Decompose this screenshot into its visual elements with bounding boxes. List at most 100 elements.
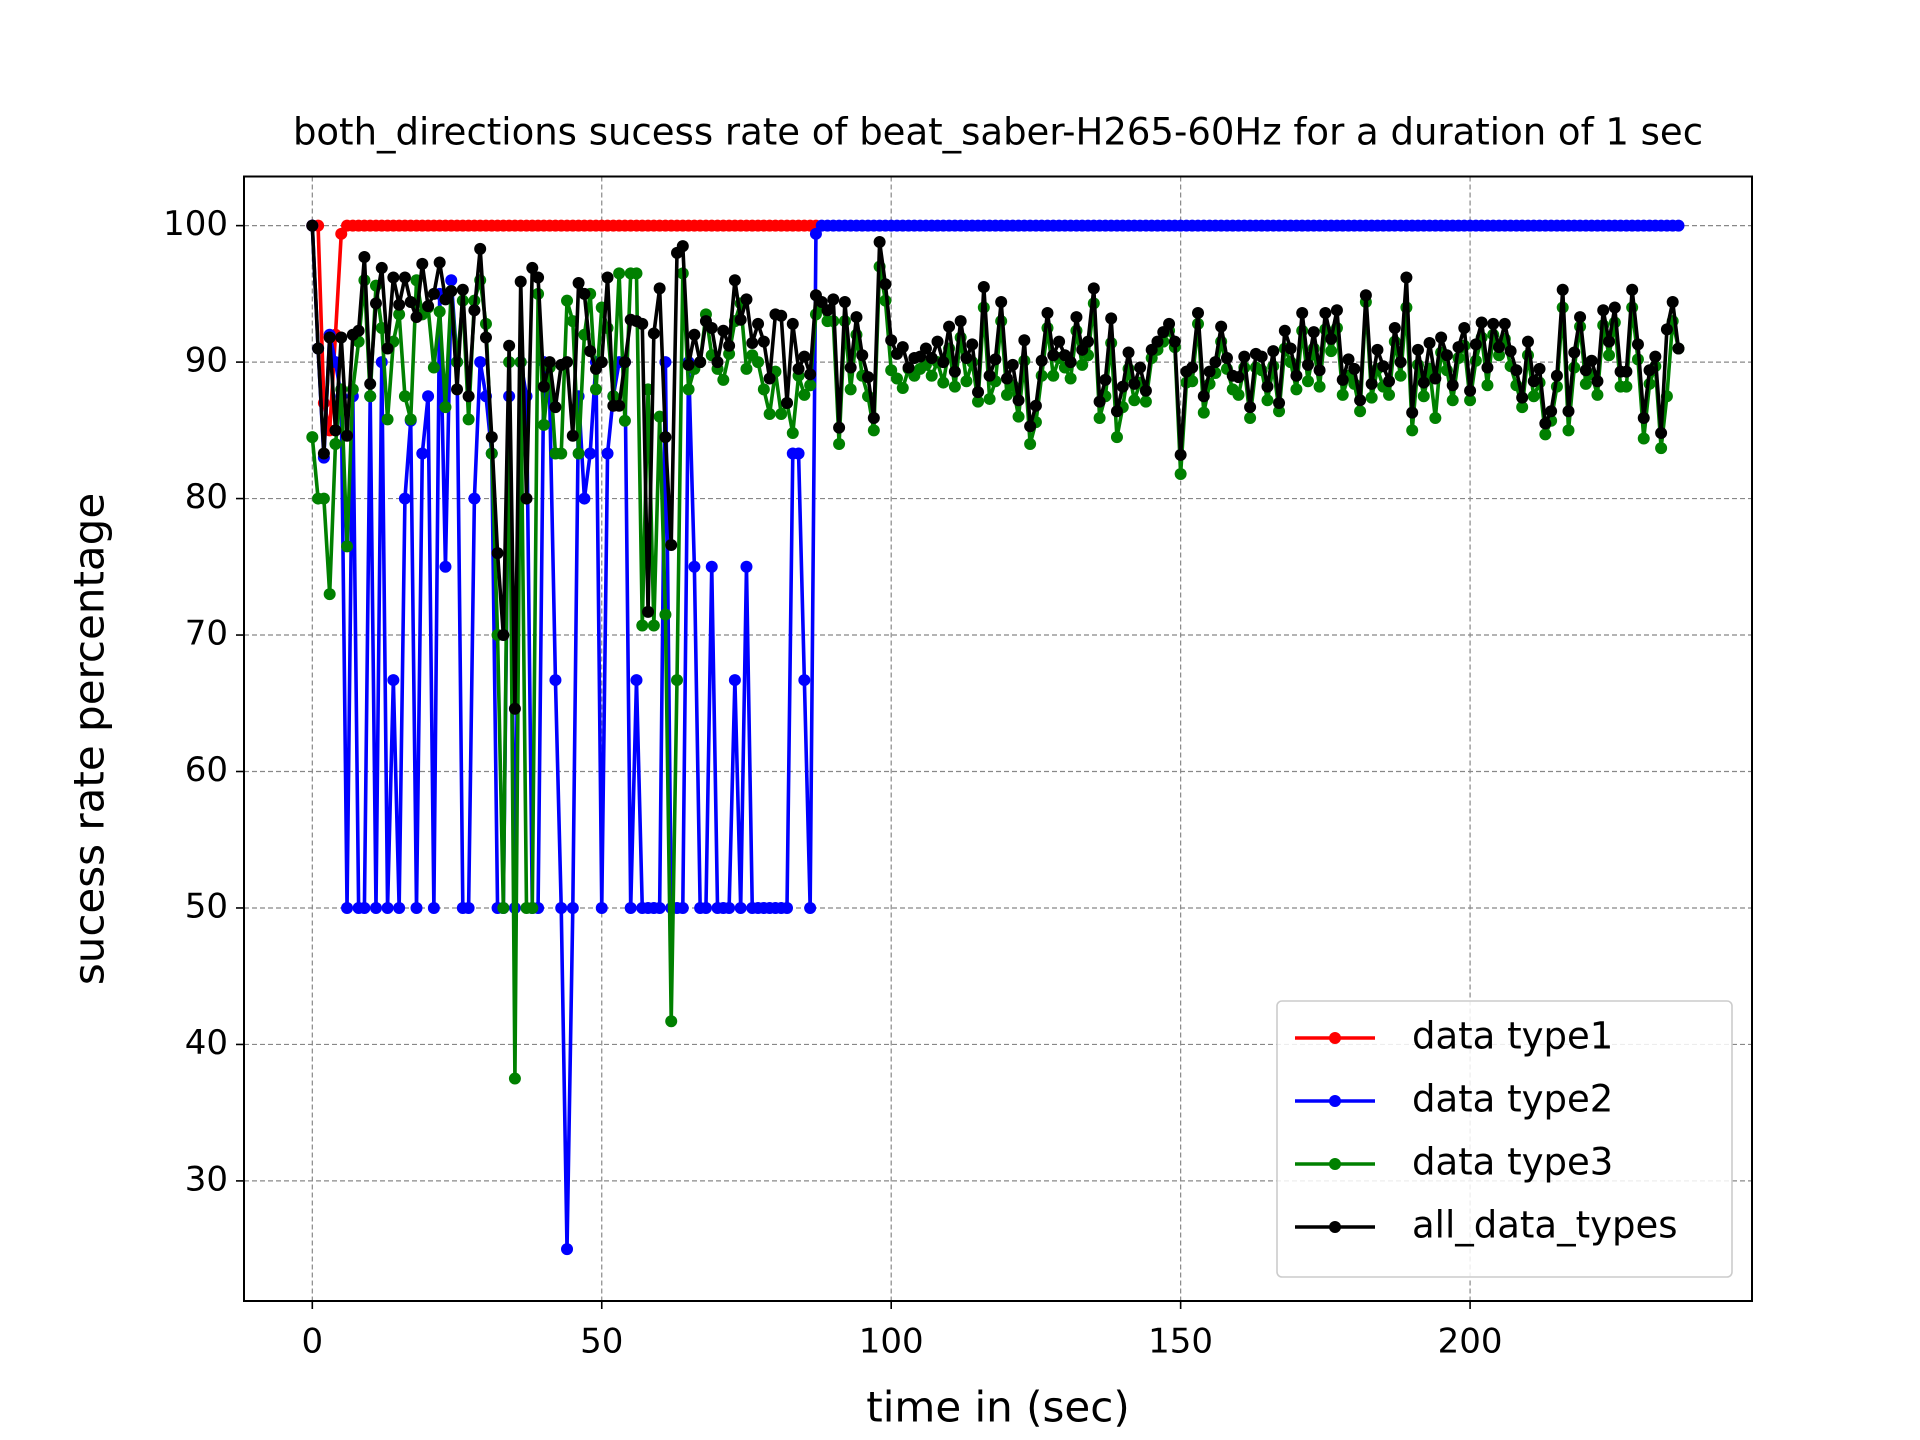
- data-point: [1672, 219, 1685, 232]
- data-point: [312, 342, 325, 355]
- data-point: [1116, 380, 1129, 393]
- data-point: [468, 492, 481, 505]
- data-point: [1151, 335, 1164, 348]
- data-point: [381, 413, 394, 426]
- data-point: [410, 901, 423, 914]
- data-point: [954, 315, 967, 328]
- data-point: [1301, 375, 1314, 388]
- data-point: [717, 373, 730, 386]
- x-tick-label: 50: [580, 1322, 623, 1362]
- data-point: [728, 674, 741, 687]
- data-point: [306, 431, 319, 444]
- y-tick-label: 30: [185, 1159, 228, 1199]
- data-point: [723, 339, 736, 352]
- data-point: [1533, 362, 1546, 375]
- data-point: [671, 674, 684, 687]
- data-point: [740, 362, 753, 375]
- data-point: [1620, 365, 1633, 378]
- data-point: [763, 407, 776, 420]
- data-point: [1626, 283, 1639, 296]
- data-point: [329, 437, 342, 450]
- data-point: [1336, 388, 1349, 401]
- data-point: [433, 256, 446, 269]
- data-point: [341, 901, 354, 914]
- data-point: [636, 619, 649, 632]
- data-point: [1029, 399, 1042, 412]
- data-point: [1064, 356, 1077, 369]
- data-point: [746, 336, 759, 349]
- data-point: [838, 296, 851, 309]
- data-point: [1406, 424, 1419, 437]
- data-point: [398, 492, 411, 505]
- data-point: [827, 293, 840, 306]
- data-point: [948, 365, 961, 378]
- data-point: [537, 380, 550, 393]
- data-point: [329, 424, 342, 437]
- data-point: [1516, 391, 1529, 404]
- data-point: [375, 261, 388, 274]
- data-point: [833, 437, 846, 450]
- data-point: [439, 560, 452, 573]
- data-point: [1220, 352, 1233, 365]
- data-point: [1024, 420, 1037, 433]
- data-point: [1354, 394, 1367, 407]
- data-point: [798, 350, 811, 363]
- data-point: [561, 294, 574, 307]
- data-point: [740, 293, 753, 306]
- data-point: [1064, 372, 1077, 385]
- data-point: [1388, 321, 1401, 334]
- data-point: [925, 369, 938, 382]
- y-tick-label: 80: [185, 477, 228, 517]
- data-point: [844, 361, 857, 374]
- data-point: [1024, 437, 1037, 450]
- data-point: [966, 338, 979, 351]
- data-point: [393, 298, 406, 311]
- legend-frame: [1276, 1000, 1733, 1278]
- data-point: [1342, 353, 1355, 366]
- data-point: [1545, 405, 1558, 418]
- data-point: [1041, 306, 1054, 319]
- data-point: [873, 236, 886, 249]
- data-point: [850, 311, 863, 324]
- data-point: [1012, 394, 1025, 407]
- data-point: [1174, 448, 1187, 461]
- data-point: [1643, 364, 1656, 377]
- data-point: [1365, 391, 1378, 404]
- data-point: [792, 447, 805, 460]
- data-point: [1110, 405, 1123, 418]
- data-point: [1168, 335, 1181, 348]
- data-point: [1498, 317, 1511, 330]
- data-point: [1336, 373, 1349, 386]
- data-point: [1579, 364, 1592, 377]
- data-point: [1000, 372, 1013, 385]
- data-point: [427, 361, 440, 374]
- series: [306, 219, 822, 437]
- data-point: [1435, 331, 1448, 344]
- data-point: [1110, 431, 1123, 444]
- data-point: [1608, 301, 1621, 314]
- data-point: [1591, 375, 1604, 388]
- data-point: [427, 287, 440, 300]
- data-point: [867, 424, 880, 437]
- data-point: [1446, 379, 1459, 392]
- data-point: [323, 588, 336, 601]
- data-point: [792, 362, 805, 375]
- data-point: [1348, 362, 1361, 375]
- data-point: [1192, 306, 1205, 319]
- data-point: [780, 397, 793, 410]
- data-point: [1550, 369, 1563, 382]
- data-point: [572, 276, 585, 289]
- data-point: [578, 492, 591, 505]
- data-point: [566, 901, 579, 914]
- data-point: [1128, 394, 1141, 407]
- data-point: [1325, 332, 1338, 345]
- data-point: [416, 447, 429, 460]
- data-point: [1568, 346, 1581, 359]
- data-point: [1093, 395, 1106, 408]
- data-point: [1163, 317, 1176, 330]
- data-point: [931, 335, 944, 348]
- data-point: [445, 285, 458, 298]
- data-point: [1215, 320, 1228, 333]
- data-point: [624, 901, 637, 914]
- data-point: [983, 369, 996, 382]
